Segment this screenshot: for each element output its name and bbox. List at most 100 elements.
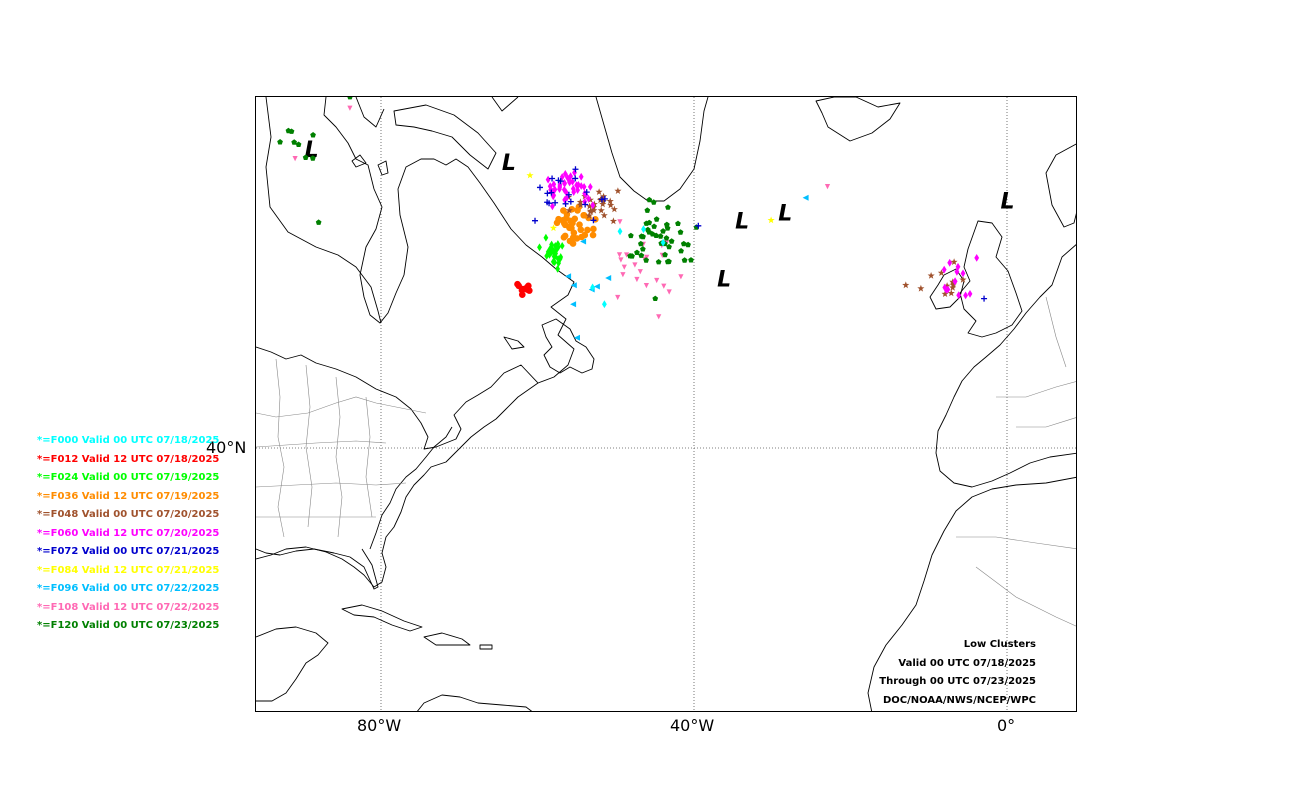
cluster-point [600, 192, 608, 200]
cluster-point [572, 168, 577, 177]
cluster-point [544, 190, 551, 197]
cluster-point [664, 258, 671, 265]
cluster-point [547, 182, 553, 191]
x-tick-0: 0° [997, 716, 1016, 735]
cluster-point [562, 200, 569, 207]
cluster-point [565, 206, 573, 214]
cluster-point [981, 295, 988, 302]
cluster-point [610, 205, 618, 213]
cluster-point [310, 132, 316, 138]
low-markers: LLL LLL [305, 138, 1015, 293]
cluster-point [565, 273, 572, 280]
cluster-point [597, 206, 605, 214]
cluster-point [599, 197, 607, 205]
cluster-point [618, 257, 624, 263]
cluster-point [651, 223, 657, 229]
cluster-point [563, 211, 571, 218]
cluster-point [576, 181, 581, 189]
cluster-point [663, 235, 670, 241]
cluster-point [586, 202, 594, 210]
cluster-point [655, 259, 662, 265]
cluster-point [564, 193, 570, 202]
cluster-point [621, 264, 627, 270]
cluster-point [641, 225, 646, 234]
cluster-point [665, 204, 671, 210]
cluster-point [550, 257, 556, 266]
cluster-point [548, 189, 555, 196]
cluster-point [927, 272, 935, 279]
cluster-point [578, 172, 584, 181]
low-marker: L [735, 209, 749, 234]
cluster-point [519, 285, 527, 293]
legend: *=F000 Valid 00 UTC 07/18/2025 *=F012 Va… [37, 432, 219, 636]
cluster-point [526, 171, 534, 179]
cluster-point [577, 226, 585, 234]
cluster-point [941, 265, 947, 274]
cluster-point [627, 253, 633, 259]
cluster-point [580, 238, 587, 245]
cluster-point [590, 283, 595, 292]
cluster-point [644, 207, 651, 213]
cluster-point [941, 290, 949, 297]
cluster-point [605, 275, 612, 281]
cluster-point [570, 229, 578, 237]
cluster-point [590, 201, 596, 210]
cluster-point [532, 217, 539, 224]
cluster-point [678, 274, 684, 280]
map-canvas: LLL LLL [256, 97, 1076, 711]
political-borders [256, 296, 1076, 627]
cluster-point [666, 243, 672, 250]
cluster-point [949, 283, 957, 291]
cluster-point [548, 244, 553, 252]
cluster-point [554, 244, 559, 253]
cluster-point [963, 291, 968, 300]
legend-item-f072: *=F072 Valid 00 UTC 07/21/2025 [37, 546, 220, 557]
cluster-point [643, 220, 650, 226]
cluster-point [600, 211, 608, 219]
cluster-point [347, 105, 353, 111]
cluster-point [695, 222, 702, 229]
cluster-point [577, 201, 585, 208]
cluster-point [589, 231, 597, 239]
cluster-point [549, 224, 557, 232]
cluster-point [567, 198, 574, 205]
low-marker: L [502, 151, 516, 176]
cluster-point [950, 258, 958, 265]
cluster-point [586, 194, 591, 203]
cluster-point [681, 257, 688, 263]
cluster-point [602, 300, 607, 309]
cluster-point [614, 187, 622, 194]
cluster-point [650, 199, 657, 205]
credits-valid: Valid 00 UTC 07/18/2025 [898, 657, 1036, 669]
cluster-point [917, 284, 925, 292]
cluster-point [590, 225, 597, 233]
cluster-point [553, 249, 558, 258]
cluster-point [547, 250, 552, 259]
cluster-point [637, 269, 643, 275]
cluster-point [585, 211, 593, 219]
cluster-point [572, 166, 579, 173]
cluster-points [277, 97, 988, 341]
cluster-point [664, 221, 670, 228]
cluster-point [947, 289, 955, 297]
cluster-point [617, 227, 623, 236]
cluster-point [562, 179, 567, 187]
cluster-point [587, 207, 595, 214]
cluster-point [601, 195, 608, 202]
cluster-point [620, 272, 626, 278]
cluster-point [555, 265, 560, 273]
cluster-point [576, 198, 584, 206]
low-marker: L [1001, 189, 1015, 214]
cluster-point [590, 217, 597, 224]
cluster-point [954, 267, 960, 276]
credits-block: Low Clusters Valid 00 UTC 07/18/2025 Thr… [879, 636, 1036, 710]
cluster-point [943, 282, 951, 289]
cluster-point [570, 301, 577, 308]
legend-item-f120: *=F120 Valid 00 UTC 07/23/2025 [37, 620, 220, 631]
cluster-point [576, 221, 583, 228]
cluster-point [550, 202, 555, 211]
cluster-point [959, 276, 967, 283]
cluster-point [652, 295, 659, 301]
cluster-point [569, 219, 576, 227]
cluster-point [661, 283, 667, 289]
